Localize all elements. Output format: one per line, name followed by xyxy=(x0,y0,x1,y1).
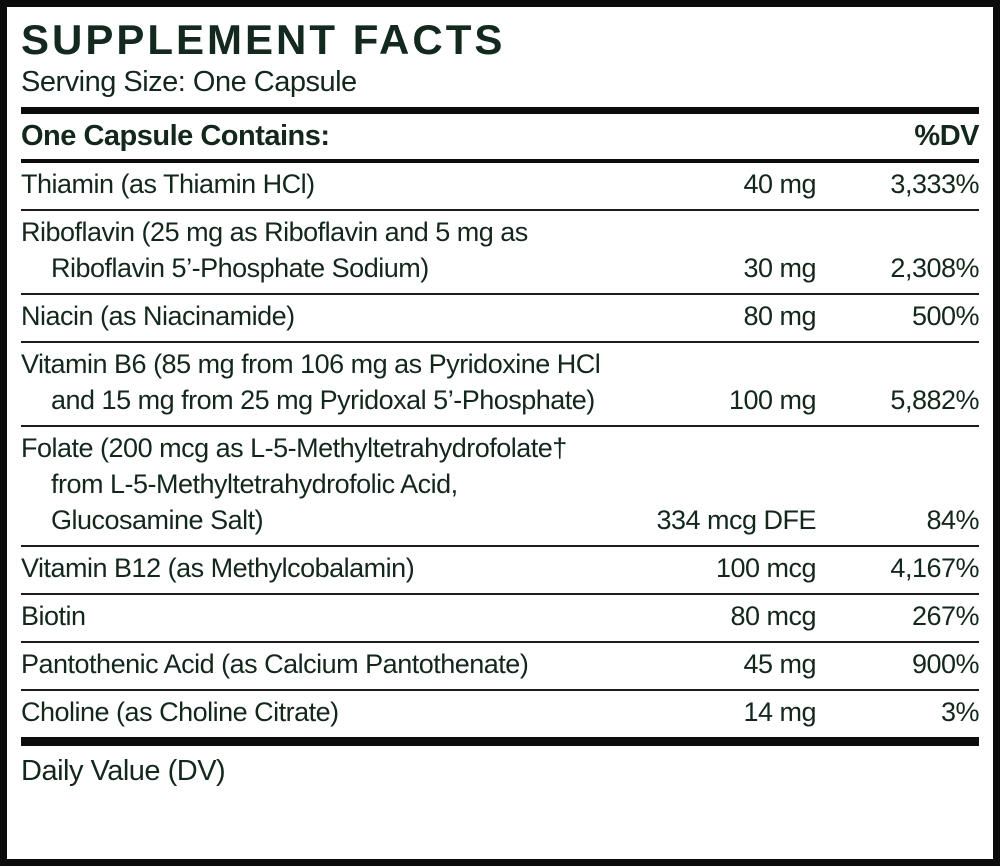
nutrient-amount: 80 mg xyxy=(743,301,816,331)
nutrient-dv: 3,333% xyxy=(890,169,979,199)
dv-column-header: %DV xyxy=(914,120,979,152)
nutrient-rows: Thiamin (as Thiamin HCl) 40 mg 3,333% Ri… xyxy=(21,163,980,737)
nutrient-name: Niacin (as Niacinamide) xyxy=(21,298,666,334)
nutrient-name-line: Vitamin B12 (as Methylcobalamin) xyxy=(21,553,415,583)
header-divider xyxy=(21,107,979,114)
nutrient-amount: 80 mcg xyxy=(730,601,816,631)
nutrient-name: Folate (200 mcg as L-5-Methyltetrahydrof… xyxy=(21,430,656,538)
footnote-divider xyxy=(21,737,979,746)
nutrient-name: Vitamin B6 (85 mg from 106 mg as Pyridox… xyxy=(21,346,666,418)
table-row: Riboflavin (25 mg as Riboflavin and 5 mg… xyxy=(21,211,980,295)
table-header-row: One Capsule Contains: %DV xyxy=(21,114,979,159)
table-row: Vitamin B6 (85 mg from 106 mg as Pyridox… xyxy=(21,343,980,427)
nutrient-name-line: Biotin xyxy=(21,601,86,631)
table-row: Niacin (as Niacinamide) 80 mg 500% xyxy=(21,295,980,343)
nutrient-name-line: and 15 mg from 25 mg Pyridoxal 5’-Phosph… xyxy=(51,385,595,415)
nutrient-dv: 4,167% xyxy=(890,553,979,583)
nutrient-name-line: Pantothenic Acid (as Calcium Pantothenat… xyxy=(21,649,529,679)
table-row: Biotin 80 mcg 267% xyxy=(21,595,980,643)
nutrient-amount: 40 mg xyxy=(743,169,816,199)
nutrient-name: Biotin xyxy=(21,598,666,634)
table-row: Pantothenic Acid (as Calcium Pantothenat… xyxy=(21,643,980,691)
table-row: Thiamin (as Thiamin HCl) 40 mg 3,333% xyxy=(21,163,980,211)
serving-size-text: Serving Size: One Capsule xyxy=(21,66,357,98)
nutrient-amount: 45 mg xyxy=(743,649,816,679)
nutrient-amount: 100 mg xyxy=(728,385,817,415)
nutrient-dv: 267% xyxy=(911,601,980,631)
nutrient-dv: 84% xyxy=(926,505,979,535)
nutrient-name-line: Niacin (as Niacinamide) xyxy=(21,301,295,331)
nutrient-dv: 500% xyxy=(911,301,980,331)
nutrient-dv: 5,882% xyxy=(890,385,979,415)
panel-title: SUPPLEMENT FACTS xyxy=(21,16,506,63)
nutrient-dv: 900% xyxy=(911,649,980,679)
nutrient-name-line: Thiamin (as Thiamin HCl) xyxy=(21,169,315,199)
nutrient-dv: 3% xyxy=(940,697,980,727)
nutrient-name-line: Riboflavin (25 mg as Riboflavin and 5 mg… xyxy=(21,217,528,247)
nutrient-name-line: from L-5-Methyltetrahydrofolic Acid, xyxy=(51,469,458,499)
table-row: Vitamin B12 (as Methylcobalamin) 100 mcg… xyxy=(21,547,980,595)
nutrient-amount: 100 mcg xyxy=(715,553,817,583)
nutrient-name: Vitamin B12 (as Methylcobalamin) xyxy=(21,550,666,586)
nutrient-name-line: Riboflavin 5’-Phosphate Sodium) xyxy=(51,253,429,283)
nutrient-amount: 30 mg xyxy=(743,253,816,283)
nutrient-name: Pantothenic Acid (as Calcium Pantothenat… xyxy=(21,646,666,682)
nutrient-name: Riboflavin (25 mg as Riboflavin and 5 mg… xyxy=(21,214,666,286)
nutrient-name: Choline (as Choline Citrate) xyxy=(21,694,666,730)
nutrient-name-line: Choline (as Choline Citrate) xyxy=(21,697,339,727)
nutrient-name-line: Vitamin B6 (85 mg from 106 mg as Pyridox… xyxy=(21,349,601,379)
nutrient-dv: 2,308% xyxy=(890,253,979,283)
nutrient-name: Thiamin (as Thiamin HCl) xyxy=(21,166,666,202)
table-row: Folate (200 mcg as L-5-Methyltetrahydrof… xyxy=(21,427,980,547)
nutrient-amount: 334 mcg DFE xyxy=(656,505,816,535)
table-row: Choline (as Choline Citrate) 14 mg 3% xyxy=(21,691,980,737)
contains-column-header: One Capsule Contains: xyxy=(21,120,330,152)
nutrient-amount: 14 mg xyxy=(743,697,816,727)
table-header-divider xyxy=(21,159,979,163)
nutrient-name-line: Folate (200 mcg as L-5-Methyltetrahydrof… xyxy=(21,433,567,463)
daily-value-footnote: Daily Value (DV) xyxy=(21,755,226,787)
nutrient-name-line: Glucosamine Salt) xyxy=(51,505,264,535)
